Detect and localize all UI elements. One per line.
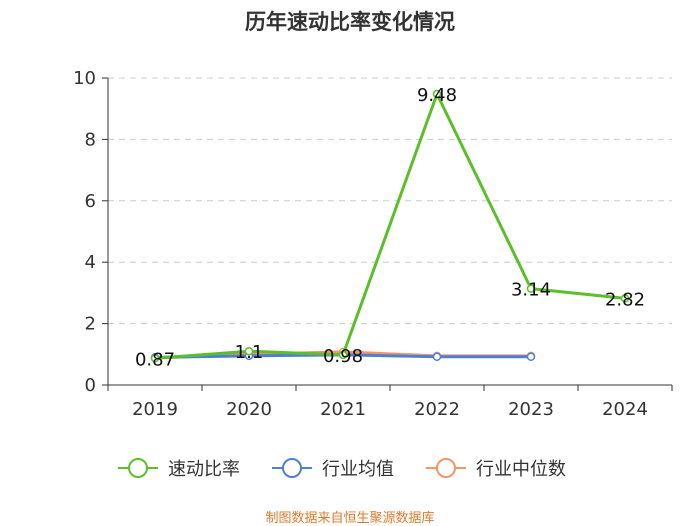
data-label: 0.98	[323, 346, 363, 367]
data-label: 2.82	[605, 289, 645, 310]
data-label: 1.1	[235, 342, 264, 363]
y-tick-label: 0	[85, 375, 96, 396]
series-layer	[150, 89, 630, 363]
x-tick-label: 2021	[320, 399, 366, 420]
legend-label: 行业均值	[322, 459, 394, 480]
chart-title: 历年速动比率变化情况	[245, 10, 455, 34]
data-point	[432, 89, 442, 99]
x-tick-label: 2023	[508, 399, 554, 420]
x-tick-label: 2020	[226, 399, 272, 420]
x-tick-label: 2024	[602, 399, 648, 420]
y-tick-label: 8	[85, 129, 96, 150]
data-point	[338, 350, 348, 360]
y-tick-label: 6	[85, 191, 96, 212]
grid-layer	[108, 77, 672, 325]
legend-marker-icon	[128, 458, 148, 478]
y-tick-label: 4	[85, 252, 96, 273]
data-point	[526, 284, 536, 293]
legend-item[interactable]: 行业均值	[272, 458, 394, 480]
legend-marker-icon	[436, 458, 456, 478]
x-tick-label: 2019	[132, 399, 178, 420]
x-tick-label: 2022	[414, 399, 460, 420]
data-point	[620, 294, 630, 303]
legend-label: 行业中位数	[476, 459, 566, 480]
legend-marker-icon	[282, 458, 302, 478]
data-label: 9.48	[417, 85, 457, 106]
legend-item[interactable]: 速动比率	[118, 458, 240, 480]
y-tick-label: 10	[73, 68, 96, 89]
y-tick-label: 2	[85, 314, 96, 335]
data-point	[432, 352, 442, 362]
source-note: 制图数据来自恒生聚源数据库	[265, 511, 435, 526]
data-point	[526, 352, 536, 362]
series-line	[154, 92, 626, 360]
legend-label: 速动比率	[168, 459, 240, 480]
data-point	[244, 346, 254, 356]
legend-item[interactable]: 行业中位数	[426, 458, 566, 480]
axis-layer: 0 2 4 6 8 10 2019 2020 2021 2022 2023 2024	[73, 68, 673, 420]
legend[interactable]: 速动比率 行业均值 行业中位数	[118, 458, 566, 480]
data-label-layer: 0.87 1.1 0.98 9.48 3.14 2.82	[135, 85, 645, 370]
data-point	[150, 354, 160, 363]
data-label: 3.14	[511, 280, 551, 301]
data-label: 0.87	[135, 349, 175, 370]
